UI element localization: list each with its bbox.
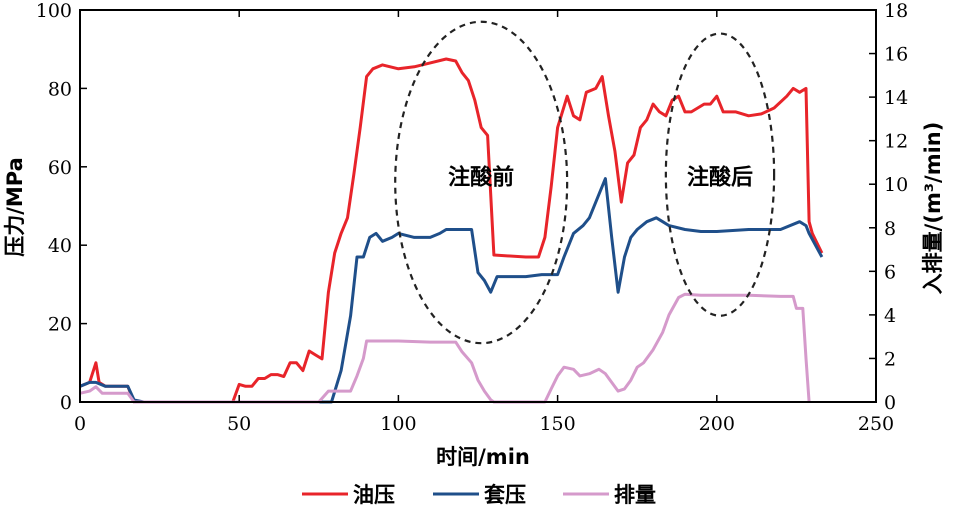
series-line-0 [79,57,824,404]
right-y-tick-label: 2 [884,348,896,370]
right-y-tick-label: 0 [884,392,896,414]
legend-label-1: 套压 [484,483,526,507]
legend: 油压 套压 排量 [302,483,656,507]
right-y-tick-label: 14 [884,87,908,109]
left-y-tick-label: 60 [48,157,72,179]
series-layer [79,57,824,404]
right-y-tick-label: 12 [884,131,908,153]
right-y-tick-label: 6 [884,261,896,283]
plot-frame [79,9,877,403]
x-tick-label: 0 [74,413,86,435]
legend-label-2: 排量 [614,483,656,507]
x-tick-label: 200 [699,413,735,435]
right-y-axis-ticks: 0 2 4 6 8 10 12 14 16 18 [869,0,908,414]
right-y-tick-label: 4 [884,305,896,327]
annotation-ellipse-1 [664,32,776,317]
x-tick-label: 150 [539,413,575,435]
legend-label-0: 油压 [353,483,395,507]
right-y-axis-label: 入排量/(m³/min) [921,122,945,295]
x-axis-label: 时间/min [436,445,530,469]
right-y-tick-label: 8 [884,218,896,240]
left-y-axis-label: 压力/MPa [3,157,27,257]
annotation-label-1: 注酸后 [687,165,753,191]
x-tick-label: 100 [380,413,416,435]
right-y-tick-label: 10 [884,174,908,196]
annotation-label-0: 注酸前 [448,165,514,191]
annotation-ellipses [394,20,776,345]
left-y-tick-label: 80 [48,78,72,100]
x-tick-label: 250 [858,413,894,435]
x-axis-ticks: 0 50 100 150 200 250 [74,10,894,435]
right-y-tick-label: 16 [884,44,908,66]
left-y-axis-ticks: 0 20 40 60 80 100 [36,0,87,414]
left-y-tick-label: 100 [36,0,72,22]
left-y-tick-label: 20 [48,314,72,336]
x-tick-label: 50 [227,413,251,435]
series-line-2 [79,292,811,404]
annotation-ellipse-0 [394,20,569,345]
series-line-1 [79,177,824,404]
right-y-tick-label: 18 [884,0,908,22]
left-y-tick-label: 0 [60,392,72,414]
annotation-labels: 注酸前 注酸后 [448,165,753,191]
left-y-tick-label: 40 [48,235,72,257]
